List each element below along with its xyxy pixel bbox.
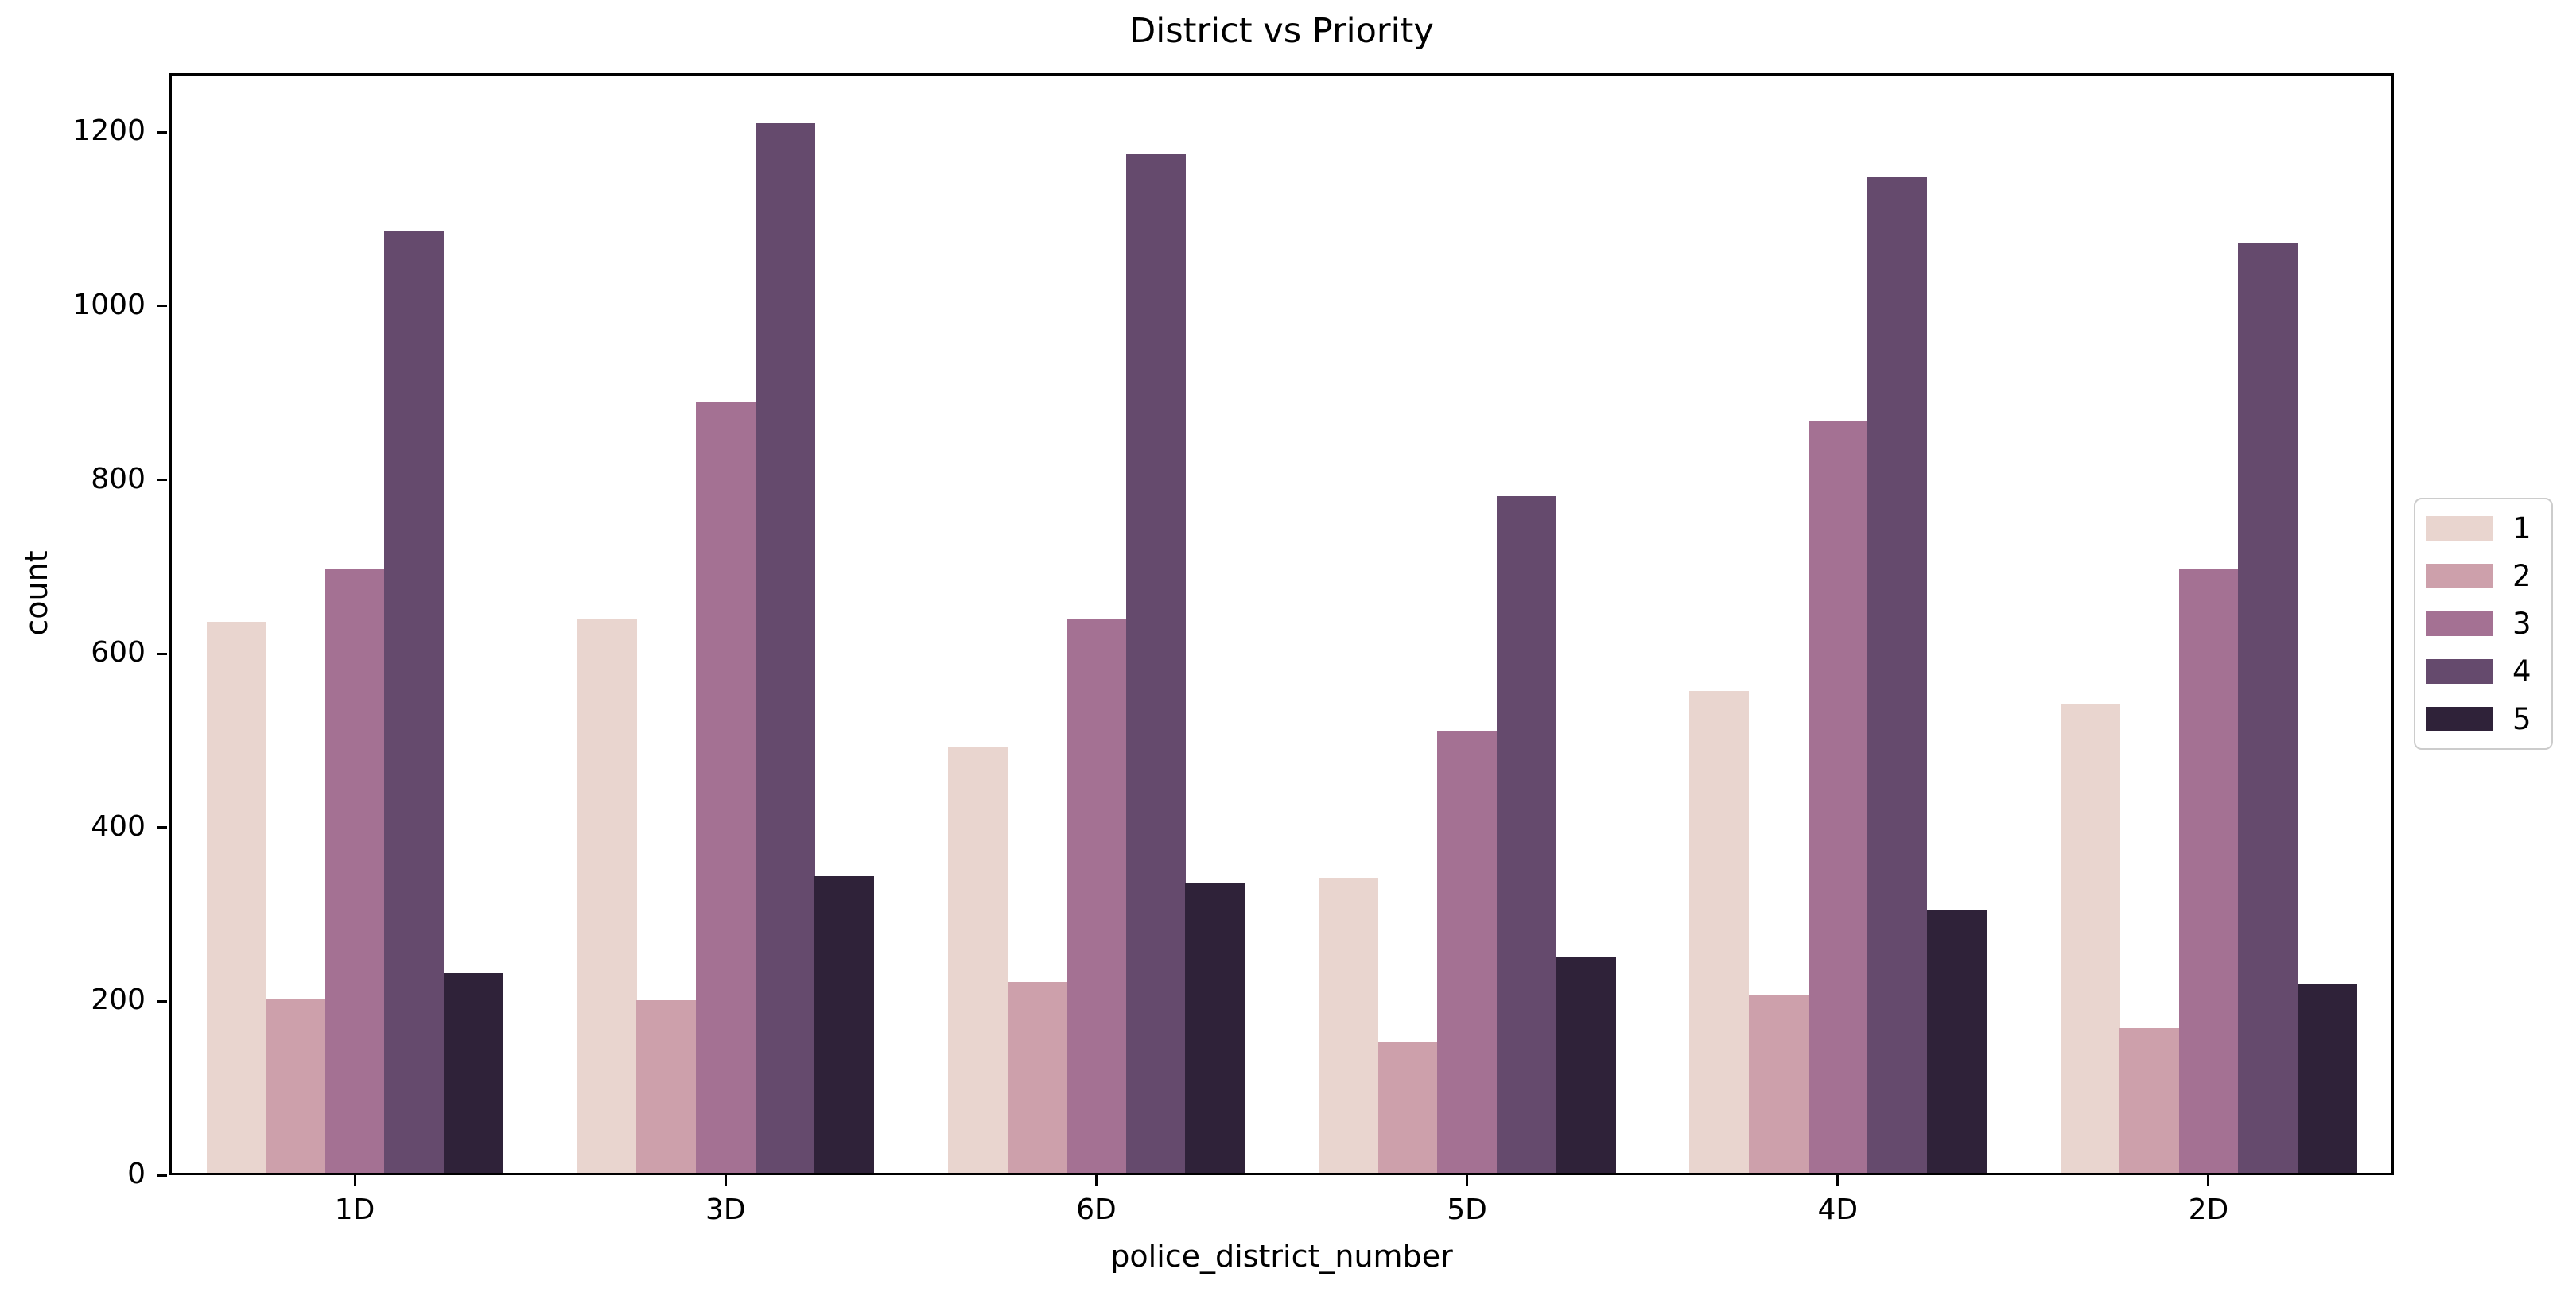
bar-5D-priority-1 (1319, 878, 1379, 1175)
y-axis-label: count (19, 550, 54, 636)
x-tick-label-4D: 4D (1817, 1193, 1859, 1226)
legend-swatch-4 (2426, 659, 2493, 685)
y-tick-label: 200 (91, 984, 146, 1017)
y-tick (157, 652, 167, 655)
x-tick-label-6D: 6D (1076, 1193, 1117, 1226)
bar-1D-priority-3 (324, 569, 385, 1175)
bar-6D-priority-5 (1185, 883, 1245, 1175)
legend: 1 2 3 4 5 (2414, 498, 2553, 750)
bar-2D-priority-5 (2297, 984, 2357, 1175)
x-tick-label-3D: 3D (705, 1193, 746, 1226)
bar-2D-priority-2 (2119, 1028, 2179, 1175)
x-tick (1466, 1175, 1469, 1186)
bar-2D-priority-3 (2178, 569, 2239, 1175)
legend-label-4: 4 (2512, 654, 2531, 689)
bar-6D-priority-3 (1067, 619, 1127, 1175)
y-tick (157, 130, 167, 134)
legend-label-2: 2 (2512, 558, 2531, 593)
legend-item-3: 3 (2426, 600, 2551, 647)
legend-label-1: 1 (2512, 510, 2531, 545)
y-tick (157, 305, 167, 308)
legend-swatch-5 (2426, 707, 2493, 732)
bar-3D-priority-3 (696, 402, 756, 1175)
y-tick-label: 1000 (72, 288, 146, 321)
legend-swatch-2 (2426, 563, 2493, 588)
bar-4D-priority-5 (1926, 910, 1987, 1175)
x-tick (353, 1175, 356, 1186)
bar-4D-priority-1 (1689, 691, 1750, 1175)
bar-4D-priority-3 (1808, 421, 1868, 1175)
bar-1D-priority-5 (444, 973, 503, 1175)
bar-1D-priority-4 (384, 231, 445, 1175)
legend-swatch-1 (2426, 515, 2493, 541)
legend-label-5: 5 (2512, 702, 2531, 737)
x-tick (2207, 1175, 2210, 1186)
y-tick (157, 1174, 167, 1177)
bar-2D-priority-1 (2060, 704, 2120, 1175)
bar-6D-priority-1 (948, 747, 1008, 1175)
chart-title: District vs Priority (1129, 11, 1434, 51)
x-tick (1094, 1175, 1098, 1186)
x-tick-label-1D: 1D (334, 1193, 375, 1226)
y-tick-label: 400 (91, 809, 146, 843)
bar-3D-priority-2 (636, 1000, 697, 1175)
x-axis-label: police_district_number (1110, 1239, 1453, 1274)
bar-4D-priority-4 (1867, 177, 1927, 1175)
bar-3D-priority-1 (577, 619, 637, 1175)
bar-1D-priority-1 (206, 621, 266, 1175)
legend-item-1: 1 (2426, 504, 2551, 552)
y-tick-label: 0 (127, 1158, 146, 1190)
y-tick-label: 1200 (72, 114, 146, 148)
bar-5D-priority-3 (1437, 731, 1498, 1175)
bar-3D-priority-5 (814, 876, 875, 1175)
y-tick-label: 600 (91, 636, 146, 669)
bar-5D-priority-4 (1496, 496, 1556, 1175)
bar-2D-priority-4 (2238, 243, 2298, 1175)
y-tick (157, 479, 167, 482)
legend-item-4: 4 (2426, 648, 2551, 696)
bar-5D-priority-2 (1377, 1041, 1438, 1175)
x-tick-label-5D: 5D (1447, 1193, 1487, 1226)
bar-5D-priority-5 (1556, 957, 1616, 1175)
legend-swatch-3 (2426, 611, 2493, 636)
legend-item-2: 2 (2426, 552, 2551, 600)
bar-6D-priority-2 (1007, 982, 1067, 1175)
legend-label-3: 3 (2512, 607, 2531, 641)
bar-1D-priority-2 (266, 999, 326, 1175)
y-tick (157, 999, 167, 1003)
bar-4D-priority-2 (1748, 995, 1809, 1175)
bar-6D-priority-4 (1125, 153, 1186, 1175)
x-tick (1836, 1175, 1840, 1186)
y-tick (157, 826, 167, 829)
x-tick (724, 1175, 727, 1186)
legend-item-5: 5 (2426, 696, 2551, 743)
x-tick-label-2D: 2D (2188, 1193, 2229, 1226)
bar-3D-priority-4 (755, 123, 815, 1175)
y-tick-label: 800 (91, 462, 146, 495)
